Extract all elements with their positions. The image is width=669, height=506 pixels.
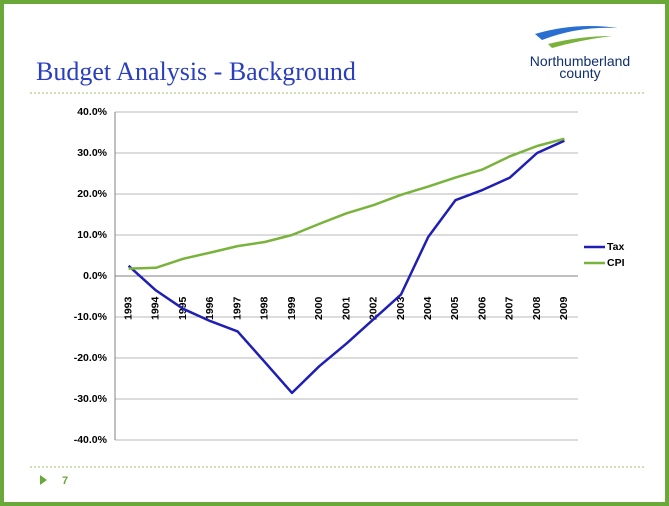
x-tick-label: 2002 (368, 296, 380, 320)
x-tick-label: 2009 (558, 296, 570, 320)
y-tick-label: -30.0% (74, 393, 108, 405)
x-tick-label: 2003 (395, 296, 407, 320)
series-line (127, 139, 565, 395)
y-tick-label: 10.0% (77, 229, 107, 241)
logo-text: county (559, 65, 600, 81)
x-tick-label: 1999 (286, 296, 298, 320)
x-tick-label: 2001 (340, 296, 352, 320)
y-tick-label: 30.0% (77, 147, 107, 159)
x-tick-label: 2006 (476, 296, 488, 320)
legend-label: CPI (607, 257, 625, 269)
x-tick-label: 2004 (422, 296, 434, 320)
x-tick-label: 2000 (313, 296, 325, 320)
y-tick-label: -40.0% (74, 434, 108, 446)
logo-text: Northumberland (530, 53, 630, 69)
x-tick-label: 1998 (259, 296, 271, 320)
x-tick-label: 1993 (122, 296, 134, 320)
logo-swoosh (548, 36, 612, 48)
y-tick-label: -10.0% (74, 311, 108, 323)
series-line (128, 137, 565, 270)
page-number: 7 (62, 475, 68, 487)
slide-title: Budget Analysis - Background (36, 57, 356, 86)
x-tick-label: 1994 (150, 296, 162, 320)
y-tick-label: 40.0% (77, 106, 107, 118)
x-tick-label: 1996 (204, 296, 216, 320)
y-tick-label: 0.0% (83, 270, 108, 282)
logo-swoosh (535, 26, 618, 40)
x-tick-label: 2008 (531, 296, 543, 320)
y-tick-label: 20.0% (77, 188, 107, 200)
y-tick-label: -20.0% (74, 352, 108, 364)
legend-label: Tax (607, 241, 624, 253)
x-tick-label: 2007 (504, 296, 516, 320)
x-tick-label: 2005 (449, 296, 461, 320)
footer-marker (40, 475, 47, 485)
x-tick-label: 1997 (231, 296, 243, 320)
